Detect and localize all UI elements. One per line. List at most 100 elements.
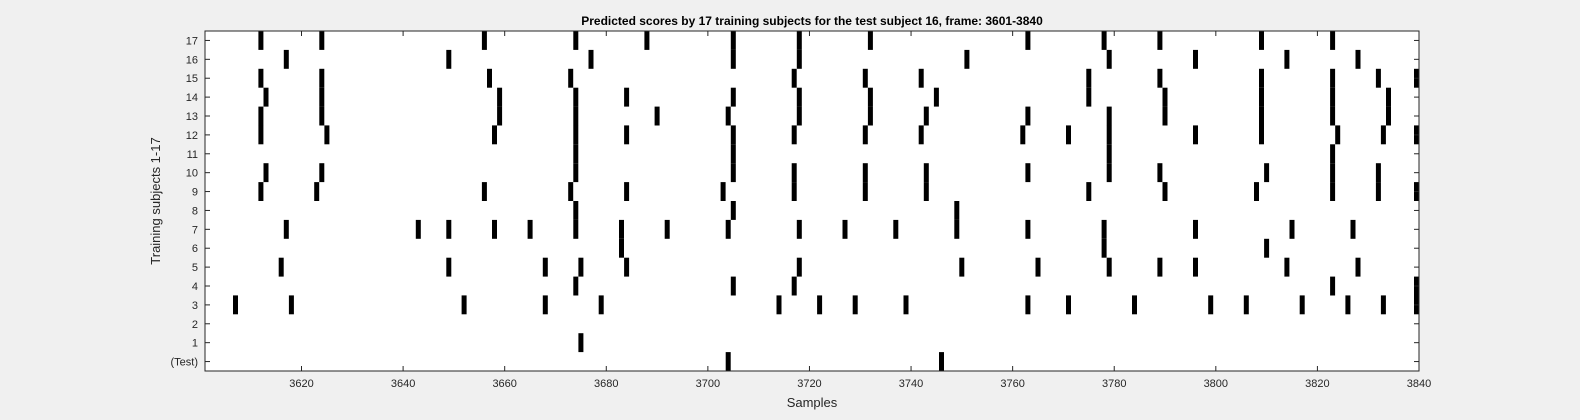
y-tick-label: 7: [192, 224, 198, 236]
x-axis-ticks: 3620 3640 3660 3680 3700 3720 3740 3760 3780 3800…: [289, 31, 1431, 390]
y-tick-label: 9: [192, 187, 198, 199]
event-mark-row-11-sample-3674: [573, 144, 579, 164]
event-mark-row-15-sample-3809: [1259, 68, 1264, 88]
event-mark-row-3-sample-3799: [1208, 295, 1214, 315]
y-tick-label: 11: [187, 149, 198, 161]
event-mark-row-13-sample-3834: [1386, 106, 1391, 126]
event-mark-row-17-sample-3718: [796, 31, 802, 50]
event-mark-row-12-sample-3612: [258, 125, 264, 145]
event-mark-row-9-sample-3743: [923, 182, 929, 201]
event-mark-row-11-sample-3705: [730, 144, 736, 164]
event-mark-row-5-sample-3668: [542, 257, 548, 277]
event-mark-row-16-sample-3828: [1355, 49, 1361, 69]
event-mark-row-4-sample-3674: [573, 276, 579, 296]
event-mark-row-15-sample-3731: [862, 68, 868, 88]
y-tick-label: 5: [192, 262, 198, 274]
event-mark-row-17-sample-3763: [1025, 31, 1031, 50]
event-mark-row-14-sample-3659: [497, 87, 503, 107]
event-mark-row-3-sample-3618: [288, 295, 294, 315]
event-mark-row-10-sample-3823: [1330, 163, 1336, 183]
x-axis-label: Samples: [787, 395, 838, 410]
event-mark-row-12-sample-3742: [918, 125, 924, 145]
event-mark-row-14-sample-3718: [796, 87, 802, 107]
event-mark-row-16-sample-3751: [964, 49, 970, 69]
event-marks: [233, 31, 1419, 371]
event-mark-row-3-sample-3826: [1345, 295, 1351, 315]
event-mark-row-test-sample-3704: [725, 352, 731, 371]
event-mark-row-17-sample-3809: [1259, 31, 1264, 50]
event-mark-row-4-sample-3823: [1330, 276, 1336, 296]
y-tick-label: 15: [186, 73, 198, 85]
event-mark-row-15-sample-3717: [791, 68, 797, 88]
event-mark-row-12-sample-3731: [862, 125, 868, 145]
y-tick-label: 17: [186, 35, 198, 47]
event-mark-row-15-sample-3612: [258, 68, 264, 88]
event-mark-row-14-sample-3745: [933, 87, 939, 107]
event-mark-row-9-sample-3656: [481, 182, 487, 201]
event-mark-row-10-sample-3731: [862, 163, 868, 183]
y-tick-label: 8: [192, 205, 198, 217]
event-mark-row-15-sample-3775: [1086, 68, 1092, 88]
event-mark-row-7-sample-3643: [415, 219, 421, 239]
event-mark-row-7-sample-3796: [1193, 219, 1198, 239]
x-tick-label: 3760: [1000, 378, 1024, 390]
event-mark-row-10-sample-3789: [1157, 163, 1163, 183]
event-mark-row-9-sample-3703: [720, 182, 726, 201]
event-mark-row-12-sample-3809: [1259, 125, 1264, 145]
x-tick-label: 3660: [492, 378, 516, 390]
event-mark-row-9-sample-3832: [1375, 182, 1381, 201]
event-mark-row-12-sample-3833: [1380, 125, 1386, 145]
event-mark-row-6-sample-3683: [619, 238, 624, 258]
event-mark-row-7-sample-3718: [796, 219, 802, 239]
event-mark-row-12-sample-3762: [1020, 125, 1026, 145]
event-mark-row-7-sample-3692: [664, 219, 670, 239]
y-tick-label: 16: [186, 54, 198, 66]
event-mark-row-3-sample-3833: [1380, 295, 1386, 315]
event-mark-row-5-sample-3779: [1106, 257, 1112, 277]
event-mark-row-7-sample-3737: [893, 219, 899, 239]
event-mark-row-12-sample-3674: [573, 125, 579, 145]
event-mark-row-14-sample-3790: [1162, 87, 1168, 107]
x-tick-label: 3700: [696, 378, 720, 390]
event-mark-row-3-sample-3739: [903, 295, 909, 315]
event-mark-row-7-sample-3674: [573, 219, 579, 239]
event-mark-row-15-sample-3823: [1330, 68, 1336, 88]
event-mark-row-7-sample-3815: [1289, 219, 1295, 239]
event-mark-row-9-sample-3823: [1330, 182, 1336, 201]
event-mark-row-11-sample-3779: [1106, 144, 1112, 164]
event-mark-row-5-sample-3765: [1035, 257, 1041, 277]
x-tick-label: 3780: [1102, 378, 1126, 390]
event-mark-row-13-sample-3732: [867, 106, 873, 126]
y-tick-label: 14: [186, 92, 198, 104]
event-mark-row-7-sample-3727: [842, 219, 848, 239]
event-mark-row-17-sample-3612: [258, 31, 264, 50]
event-mark-row-17-sample-3732: [867, 31, 873, 50]
event-mark-row-10-sample-3743: [923, 163, 929, 183]
event-mark-row-7-sample-3658: [492, 219, 497, 239]
event-mark-row-7-sample-3704: [725, 219, 731, 239]
event-mark-row-13-sample-3612: [258, 106, 264, 126]
event-mark-row-16-sample-3617: [283, 49, 289, 69]
event-mark-row-3-sample-3763: [1025, 295, 1031, 315]
y-tick-label: 6: [192, 243, 198, 255]
x-tick-label: 3800: [1204, 378, 1228, 390]
event-mark-row-7-sample-3778: [1101, 219, 1107, 239]
event-mark-row-5-sample-3796: [1193, 257, 1198, 277]
event-mark-row-5-sample-3718: [796, 257, 802, 277]
event-mark-row-13-sample-3823: [1330, 106, 1336, 126]
event-mark-row-14-sample-3823: [1330, 87, 1336, 107]
event-mark-row-15-sample-3624: [319, 68, 325, 88]
axes-frame: [204, 30, 1420, 372]
event-mark-row-8-sample-3674: [573, 201, 579, 220]
event-mark-row-17-sample-3778: [1101, 31, 1107, 50]
event-mark-row-7-sample-3683: [619, 219, 624, 239]
event-mark-row-3-sample-3652: [461, 295, 467, 315]
event-mark-row-10-sample-3705: [730, 163, 736, 183]
event-mark-row-12-sample-3717: [791, 125, 797, 145]
event-mark-row-7-sample-3617: [283, 219, 289, 239]
event-mark-row-14-sample-3613: [263, 87, 269, 107]
event-mark-row-9-sample-3717: [791, 182, 797, 201]
event-mark-row-17-sample-3674: [573, 31, 579, 50]
event-mark-row-3-sample-3714: [776, 295, 782, 315]
